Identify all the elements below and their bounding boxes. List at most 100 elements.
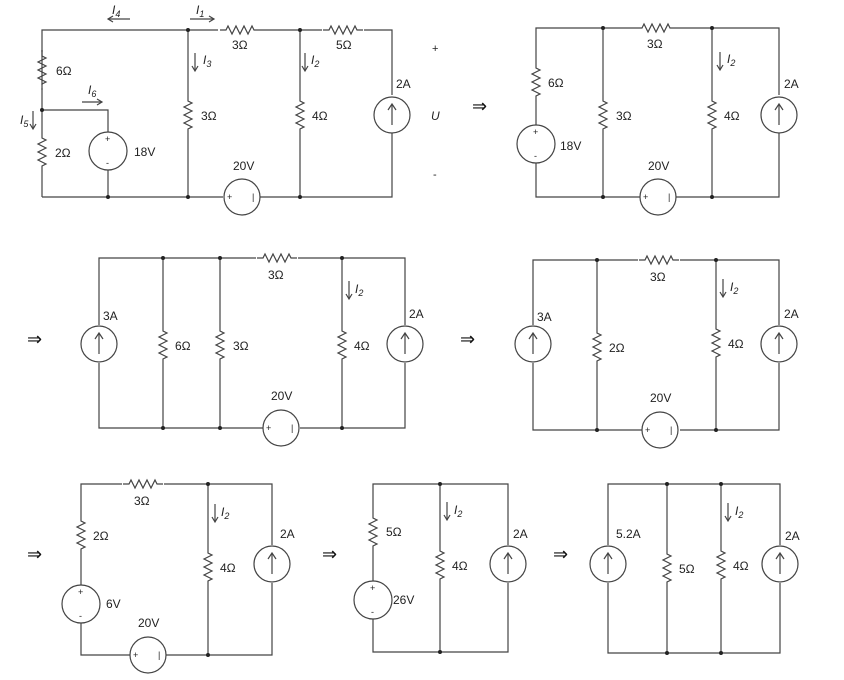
node	[340, 256, 344, 260]
label-r3-mid: 3Ω	[616, 109, 632, 123]
label-r4: 4Ω	[220, 561, 236, 575]
resistor-4ohm	[295, 94, 305, 136]
current-source-3a	[80, 325, 118, 363]
resistor-6ohm	[158, 324, 168, 366]
label-r2: 2Ω	[55, 146, 71, 160]
label-r3-top: 3Ω	[647, 37, 663, 51]
label-2a: 2A	[784, 307, 799, 321]
voltage-source-26v	[353, 580, 393, 620]
node	[601, 195, 605, 199]
label-r4: 4Ω	[452, 559, 468, 573]
node	[665, 482, 669, 486]
resistor-5ohm	[368, 511, 378, 553]
label-i5: I5	[20, 113, 29, 129]
current-source-2a	[760, 96, 798, 134]
label-20v: 20V	[233, 159, 254, 173]
node	[206, 482, 210, 486]
transform-arrow: ⇒	[27, 329, 42, 350]
resistor-3ohm-top	[256, 253, 298, 263]
voltage-source-18v	[516, 124, 556, 164]
node	[438, 482, 442, 486]
current-source-3a	[514, 325, 552, 363]
node	[106, 195, 110, 199]
current-source-2a	[253, 545, 291, 583]
label-i6: I6	[88, 83, 96, 99]
node	[601, 26, 605, 30]
label-i4: I4	[112, 3, 120, 19]
transform-arrow: ⇒	[27, 544, 42, 565]
voltage-source-20v	[262, 409, 300, 447]
current-source-2a	[760, 325, 798, 363]
label-18v: 18V	[134, 145, 155, 159]
voltage-source-20v	[641, 411, 679, 449]
stage-7-circuit: 5.2A 5Ω 4Ω 2A I2	[589, 482, 800, 655]
resistor-3ohm-top	[638, 255, 680, 265]
resistor-5ohm	[662, 547, 672, 589]
current-arrow-i2	[443, 501, 451, 521]
label-r3-top: 3Ω	[268, 268, 284, 282]
resistor-4ohm	[337, 324, 347, 366]
current-source-2a	[761, 545, 799, 583]
stage-3-circuit: 3A 6Ω 3Ω 3Ω 4Ω 20V 2A I2	[80, 253, 424, 447]
current-arrow-i5	[29, 110, 37, 130]
label-r4: 4Ω	[728, 337, 744, 351]
label-i2: I2	[311, 53, 319, 69]
label-r5: 5Ω	[679, 562, 695, 576]
label-18v: 18V	[560, 139, 581, 153]
node	[710, 195, 714, 199]
resistor-3ohm-top	[219, 25, 261, 35]
label-r2: 2Ω	[609, 341, 625, 355]
label-i1: I1	[196, 3, 204, 19]
label-r3-top: 3Ω	[134, 494, 150, 508]
node	[340, 426, 344, 430]
current-arrow-i3	[191, 52, 199, 72]
stage-2-circuit: 6Ω 18V 3Ω 3Ω 4Ω 20V 2A I2	[516, 23, 799, 216]
label-r6: 6Ω	[548, 76, 564, 90]
label-r3-top: 3Ω	[650, 270, 666, 284]
resistor-4ohm	[707, 94, 717, 136]
transform-arrow: ⇒	[460, 329, 475, 350]
node	[710, 26, 714, 30]
node	[40, 108, 44, 112]
label-u-minus: -	[433, 169, 437, 181]
label-r5: 5Ω	[386, 525, 402, 539]
label-u-plus: +	[432, 43, 438, 55]
transform-arrow: ⇒	[553, 544, 568, 565]
resistor-3ohm-top	[635, 23, 677, 33]
node	[595, 258, 599, 262]
transform-arrow: ⇒	[472, 96, 487, 117]
label-r4: 4Ω	[733, 559, 749, 573]
label-r3-mid: 3Ω	[201, 109, 217, 123]
label-3a: 3A	[537, 310, 552, 324]
label-r3-mid: 3Ω	[233, 339, 249, 353]
node	[161, 426, 165, 430]
label-2a: 2A	[513, 527, 528, 541]
current-arrow-i2	[211, 503, 219, 523]
resistor-5ohm	[322, 25, 364, 35]
label-3a: 3A	[103, 309, 118, 323]
label-r6: 6Ω	[56, 64, 72, 78]
label-i2: I2	[355, 282, 363, 298]
label-2a: 2A	[396, 77, 411, 91]
label-r4: 4Ω	[724, 109, 740, 123]
resistor-6ohm	[531, 61, 541, 103]
label-2a: 2A	[784, 77, 799, 91]
label-r4: 4Ω	[354, 339, 370, 353]
stage-6-circuit: 5Ω 26V 4Ω 2A I2	[353, 482, 528, 654]
voltage-source-20v	[129, 636, 167, 674]
label-r5: 5Ω	[336, 38, 352, 52]
stage-5-circuit: 2Ω 3Ω 6V 20V 4Ω 2A I2	[61, 479, 295, 674]
current-arrow-i2	[724, 502, 732, 522]
transform-arrow: ⇒	[322, 544, 337, 565]
current-source-2a	[489, 545, 527, 583]
node	[298, 28, 302, 32]
resistor-4ohm	[711, 322, 721, 364]
label-6v: 6V	[106, 597, 121, 611]
resistor-2ohm	[592, 326, 602, 368]
resistor-3ohm-mid	[598, 94, 608, 136]
resistor-2ohm	[37, 131, 47, 173]
label-i2: I2	[730, 280, 738, 296]
label-i2: I2	[454, 503, 462, 519]
resistor-4ohm	[716, 544, 726, 586]
label-i2: I2	[221, 505, 229, 521]
